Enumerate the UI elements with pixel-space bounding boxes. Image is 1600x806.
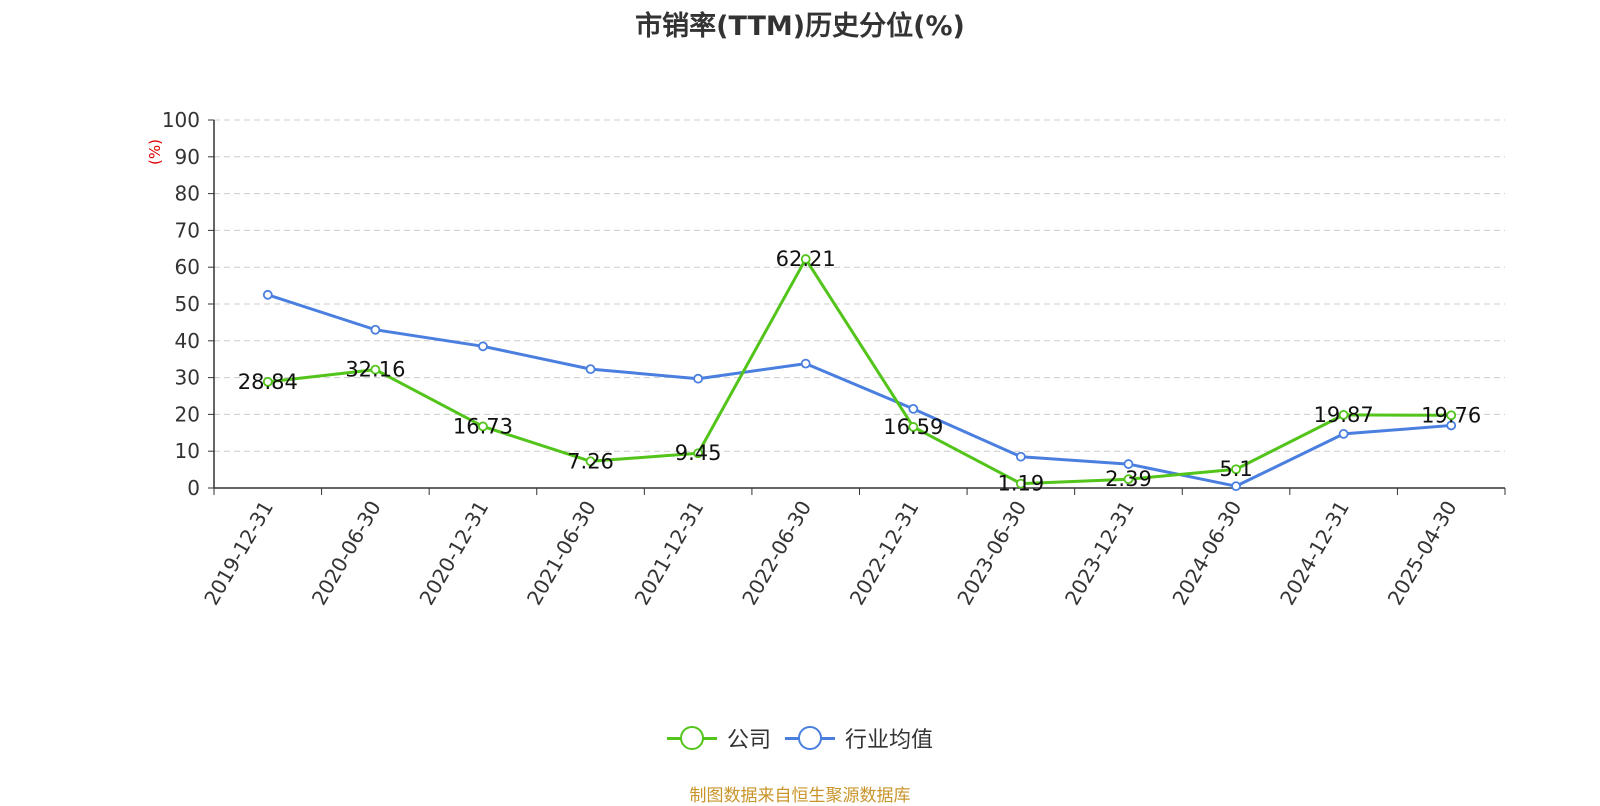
data-label: 32.16 <box>345 358 405 382</box>
data-label: 16.73 <box>453 414 513 438</box>
y-tick-label: 70 <box>175 218 200 242</box>
data-point-industry <box>1231 481 1241 492</box>
data-point-company <box>585 456 596 467</box>
y-tick-label: 60 <box>175 255 200 279</box>
x-tick-label: 2020-12-31 <box>414 497 493 610</box>
data-point-industry <box>370 324 381 335</box>
data-label: 19.87 <box>1314 403 1374 427</box>
data-point-company <box>693 448 704 459</box>
data-label: 16.59 <box>883 415 943 439</box>
legend-item-industry[interactable]: 行业均值 <box>785 722 933 754</box>
y-tick-label: 0 <box>187 476 200 500</box>
legend-item-company[interactable]: 公司 <box>666 722 771 754</box>
data-point-industry <box>693 373 704 384</box>
data-point-company <box>800 254 811 264</box>
x-tick-label: 2022-12-31 <box>845 497 924 610</box>
data-point-company <box>370 364 381 375</box>
data-point-company <box>1231 464 1241 475</box>
x-tick-label: 2020-06-30 <box>307 497 386 610</box>
data-point-company <box>1446 410 1457 421</box>
data-point-company <box>1123 474 1134 485</box>
legend-label-industry: 行业均值 <box>845 728 934 753</box>
y-tick-label: 90 <box>175 145 200 169</box>
series-line-company <box>267 257 1452 486</box>
legend: 公司 行业均值 <box>0 722 1600 754</box>
x-tick-label: 2024-12-31 <box>1275 497 1354 610</box>
data-point-industry <box>1015 451 1026 462</box>
data-label: 62.21 <box>776 247 836 271</box>
y-tick-label: 40 <box>175 329 200 353</box>
y-tick-label: 10 <box>175 439 200 463</box>
x-tick-label: 2021-12-31 <box>630 497 709 610</box>
legend-label-company: 公司 <box>726 728 771 753</box>
data-point-industry <box>800 358 811 369</box>
data-label: 7.26 <box>567 449 614 473</box>
data-point-company <box>478 421 488 432</box>
data-point-industry <box>1446 420 1457 431</box>
chart-title: 市销率(TTM)历史分位(%) <box>635 11 965 42</box>
data-point-industry <box>478 341 488 352</box>
data-point-company <box>1015 478 1026 489</box>
y-tick-label: 80 <box>175 182 200 206</box>
data-point-industry <box>262 289 273 300</box>
x-tick-label: 2023-12-31 <box>1060 497 1139 610</box>
data-point-industry <box>1123 459 1134 469</box>
x-tick-label: 2021-06-30 <box>522 497 601 610</box>
data-label: 28.84 <box>238 370 298 394</box>
data-label: 2.39 <box>1105 467 1152 491</box>
data-point-industry <box>585 364 596 375</box>
data-point-industry <box>908 403 919 414</box>
data-label: 5.1 <box>1219 457 1252 481</box>
data-point-company <box>908 422 919 432</box>
x-tick-label: 2022-06-30 <box>737 497 816 610</box>
y-tick-label: 100 <box>162 108 200 132</box>
x-tick-label: 2025-04-30 <box>1383 497 1462 610</box>
source-note: 制图数据来自恒生聚源数据库 <box>689 786 911 806</box>
legend-swatch-company <box>666 725 717 751</box>
legend-swatch-industry <box>785 725 835 751</box>
line-chart: 0 10 20 30 40 50 60 70 80 90 100 (%) 2019-12-31 2020-… <box>146 108 1506 610</box>
x-tick-label: 2024-06-30 <box>1167 497 1246 610</box>
y-tick-label: 30 <box>175 366 200 390</box>
data-label: 9.45 <box>675 441 722 465</box>
data-label: 19.76 <box>1421 403 1481 427</box>
y-axis-label: (%) <box>146 139 164 165</box>
data-point-industry <box>1338 429 1349 439</box>
data-label: 1.19 <box>997 472 1044 496</box>
x-tick-label: 2019-12-31 <box>199 497 278 610</box>
x-tick-label: 2023-06-30 <box>952 497 1031 610</box>
series-line-industry <box>267 293 1452 488</box>
data-point-company <box>1338 409 1349 420</box>
data-point-company <box>262 376 273 387</box>
y-tick-label: 20 <box>175 402 200 426</box>
y-tick-label: 50 <box>175 292 200 316</box>
